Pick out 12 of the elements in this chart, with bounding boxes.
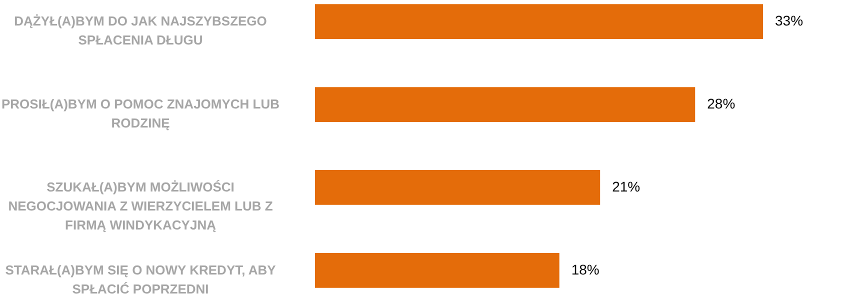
bar [315,253,560,288]
y-tick-label: DĄŻYŁ(A)BYM DO JAK NAJSZYBSZEGO SPŁACENIA DŁUGU [14,14,267,48]
data-label: 21% [612,178,640,194]
y-tick-label: STARAŁ(A)BYM SIĘ O NOWY KREDYT, ABY SPŁACIĆ POPRZEDNI [5,262,276,295]
data-label: 28% [707,96,736,112]
bar [315,87,696,122]
y-tick-label: PROSIŁ(A)BYM O POMOC ZNAJOMYCH LUB RODZINĘ [1,96,280,131]
y-tick-label: SZUKAŁ(A)BYM MOŻLIWOŚCI NEGOCJOWANIA Z WIERZYCIELEM LUB Z FIRMĄ WINDYKACYJNĄ [8,179,273,232]
bar [315,4,763,39]
data-label: 33% [775,12,804,29]
data-label: 18% [571,261,600,278]
bar [315,170,600,205]
